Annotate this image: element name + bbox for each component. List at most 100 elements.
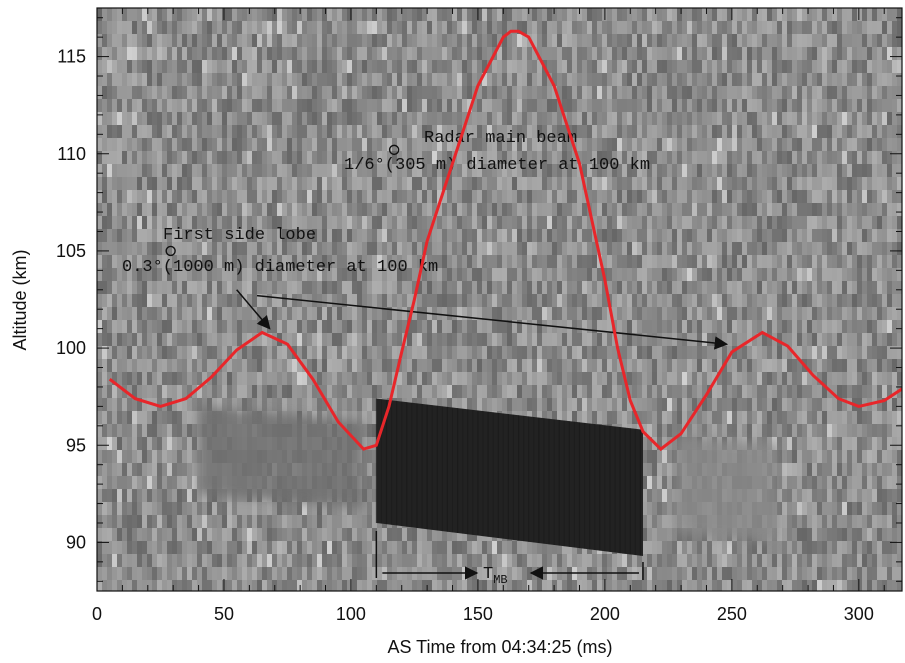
noise-cell bbox=[157, 437, 162, 450]
noise-cell bbox=[212, 268, 217, 281]
noise-cell bbox=[612, 216, 617, 229]
noise-cell bbox=[432, 203, 437, 216]
noise-cell bbox=[447, 21, 452, 34]
noise-cell bbox=[132, 580, 137, 591]
noise-cell bbox=[637, 60, 642, 73]
noise-cell bbox=[137, 437, 142, 450]
noise-cell bbox=[207, 515, 212, 528]
noise-cell bbox=[437, 216, 442, 229]
noise-cell bbox=[487, 320, 492, 333]
noise-cell bbox=[242, 242, 247, 255]
noise-cell bbox=[147, 190, 152, 203]
noise-cell bbox=[252, 99, 257, 112]
noise-cell bbox=[522, 177, 527, 190]
noise-cell bbox=[312, 99, 317, 112]
noise-cell bbox=[632, 60, 637, 73]
noise-cell bbox=[297, 203, 302, 216]
noise-cell bbox=[177, 359, 182, 372]
noise-cell bbox=[277, 47, 282, 60]
noise-cell bbox=[327, 333, 332, 346]
noise-cell bbox=[337, 216, 342, 229]
noise-cell bbox=[397, 86, 402, 99]
noise-cell bbox=[592, 112, 597, 125]
noise-cell bbox=[102, 73, 107, 86]
noise-cell bbox=[127, 437, 132, 450]
noise-cell bbox=[427, 21, 432, 34]
noise-cell bbox=[132, 125, 137, 138]
noise-cell bbox=[557, 164, 562, 177]
noise-cell bbox=[527, 541, 532, 554]
noise-cell bbox=[482, 216, 487, 229]
noise-cell bbox=[452, 281, 457, 294]
noise-cell bbox=[592, 411, 597, 424]
noise-cell bbox=[122, 229, 127, 242]
noise-cell bbox=[447, 47, 452, 60]
noise-cell bbox=[462, 385, 467, 398]
noise-cell bbox=[412, 164, 417, 177]
noise-cell bbox=[577, 268, 582, 281]
noise-cell bbox=[412, 229, 417, 242]
noise-cell bbox=[102, 554, 107, 567]
noise-cell bbox=[497, 359, 502, 372]
noise-cell bbox=[442, 580, 447, 591]
noise-cell bbox=[347, 554, 352, 567]
noise-cell bbox=[152, 99, 157, 112]
noise-cell bbox=[297, 554, 302, 567]
noise-cell bbox=[412, 34, 417, 47]
noise-cell bbox=[277, 60, 282, 73]
noise-cell bbox=[382, 385, 387, 398]
noise-cell bbox=[557, 190, 562, 203]
noise-cell bbox=[317, 268, 322, 281]
noise-cell bbox=[507, 125, 512, 138]
noise-cell bbox=[547, 554, 552, 567]
noise-cell bbox=[102, 255, 107, 268]
noise-cell bbox=[287, 307, 292, 320]
noise-cell bbox=[312, 151, 317, 164]
noise-cell bbox=[202, 60, 207, 73]
noise-cell bbox=[322, 567, 327, 580]
noise-cell bbox=[422, 86, 427, 99]
noise-cell bbox=[537, 8, 542, 21]
noise-cell bbox=[322, 385, 327, 398]
noise-cell bbox=[532, 255, 537, 268]
noise-cell bbox=[332, 554, 337, 567]
noise-cell bbox=[627, 346, 632, 359]
noise-cell bbox=[367, 255, 372, 268]
noise-cell bbox=[367, 281, 372, 294]
noise-cell bbox=[587, 385, 592, 398]
noise-cell bbox=[512, 151, 517, 164]
noise-cell bbox=[102, 203, 107, 216]
noise-cell bbox=[242, 567, 247, 580]
noise-cell bbox=[437, 333, 442, 346]
noise-cell bbox=[482, 229, 487, 242]
noise-cell bbox=[132, 489, 137, 502]
noise-cell bbox=[377, 554, 382, 567]
noise-cell bbox=[437, 138, 442, 151]
noise-cell bbox=[352, 255, 357, 268]
noise-cell bbox=[557, 47, 562, 60]
noise-cell bbox=[97, 34, 102, 47]
noise-cell bbox=[507, 385, 512, 398]
noise-cell bbox=[347, 229, 352, 242]
noise-cell bbox=[602, 411, 607, 424]
noise-cell bbox=[642, 99, 647, 112]
noise-cell bbox=[427, 138, 432, 151]
noise-cell bbox=[177, 229, 182, 242]
noise-cell bbox=[412, 307, 417, 320]
noise-cell bbox=[422, 294, 427, 307]
noise-cell bbox=[272, 138, 277, 151]
noise-cell bbox=[367, 528, 372, 541]
noise-cell bbox=[227, 216, 232, 229]
noise-cell bbox=[372, 502, 377, 515]
noise-cell bbox=[567, 73, 572, 86]
noise-cell bbox=[182, 73, 187, 86]
noise-cell bbox=[367, 307, 372, 320]
noise-cell bbox=[242, 164, 247, 177]
noise-cell bbox=[157, 21, 162, 34]
noise-cell bbox=[177, 242, 182, 255]
noise-cell bbox=[587, 34, 592, 47]
noise-cell bbox=[622, 554, 627, 567]
noise-cell bbox=[277, 320, 282, 333]
noise-cell bbox=[297, 333, 302, 346]
noise-cell bbox=[197, 502, 202, 515]
